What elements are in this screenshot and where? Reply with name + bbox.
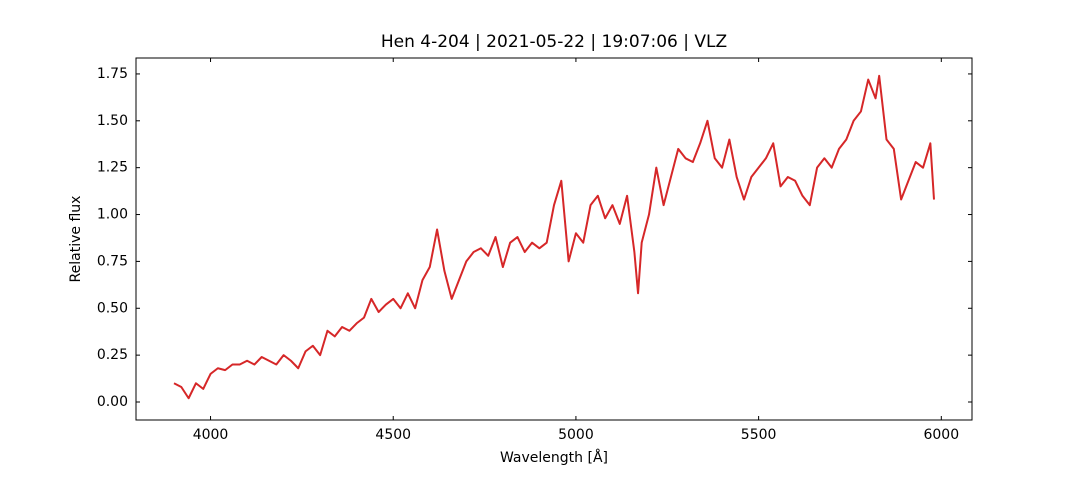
chart-title: Hen 4-204 | 2021-05-22 | 19:07:06 | VLZ <box>381 32 727 52</box>
y-tick-label: 1.75 <box>97 66 128 82</box>
y-tick-label: 0.00 <box>97 394 128 410</box>
x-tick-label: 5500 <box>741 427 777 443</box>
x-tick-label: 6000 <box>923 427 959 443</box>
x-tick-label: 4000 <box>193 427 229 443</box>
y-tick-label: 0.75 <box>97 253 128 269</box>
plot-frame <box>135 57 973 421</box>
y-tick-label: 1.50 <box>97 113 128 129</box>
y-tick-label: 0.25 <box>97 347 128 363</box>
y-axis-label: Relative flux <box>68 196 84 283</box>
x-tick-label: 5000 <box>558 427 594 443</box>
spectrum-line <box>173 74 935 400</box>
x-axis-label: Wavelength [Å] <box>500 449 608 466</box>
y-tick-label: 1.00 <box>97 207 128 223</box>
y-tick-label: 1.25 <box>97 160 128 176</box>
x-tick-label: 4500 <box>375 427 411 443</box>
y-tick-label: 0.50 <box>97 300 128 316</box>
